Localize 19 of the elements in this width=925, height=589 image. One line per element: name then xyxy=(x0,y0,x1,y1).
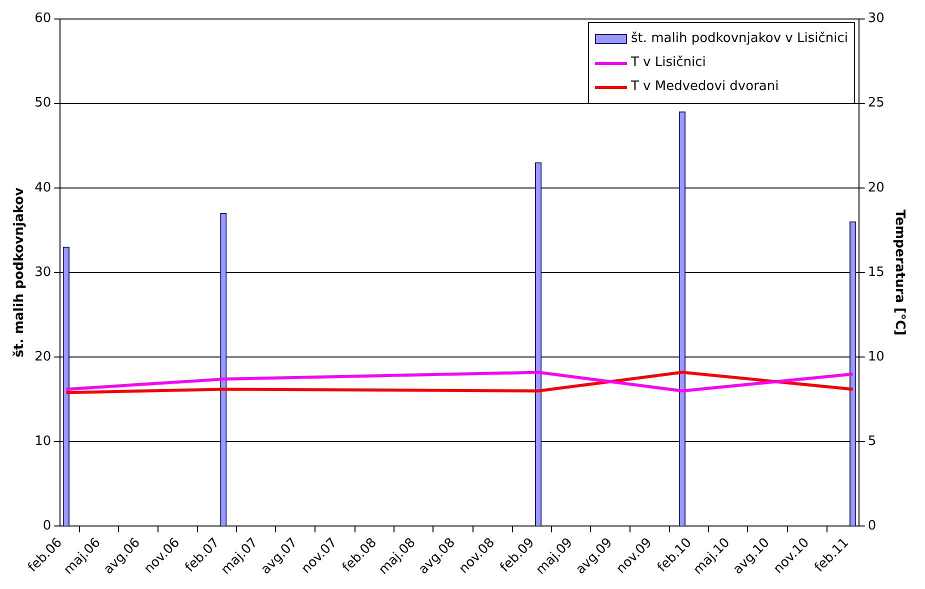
y2-axis-title: Temperatura [°C] xyxy=(892,210,907,336)
y-tick-label: 60 xyxy=(34,11,52,26)
legend-label: T v Lisičnici xyxy=(630,54,706,72)
y2-tick-label: 20 xyxy=(868,180,884,196)
y2-tick-label: 5 xyxy=(868,434,876,450)
y-tick-label: 10 xyxy=(34,434,52,450)
y-axis-title: št. malih podkovnjakov xyxy=(12,187,28,358)
legend-label: št. malih podkovnjakov v Lisičnici xyxy=(630,30,848,48)
y-tick-label: 40 xyxy=(34,180,52,196)
y-tick-label: 0 xyxy=(42,518,52,534)
y-tick-label: 50 xyxy=(34,96,52,111)
y2-tick-label: 15 xyxy=(868,264,884,280)
legend-label: T v Medvedovi dvorani xyxy=(630,78,779,96)
y2-tick-label: 10 xyxy=(868,349,884,364)
y2-tick-label: 25 xyxy=(868,96,884,111)
y-tick-label: 30 xyxy=(34,264,52,280)
y2-tick-label: 0 xyxy=(868,518,876,534)
y-tick-label: 20 xyxy=(34,349,52,364)
y2-tick-label: 30 xyxy=(868,11,884,26)
